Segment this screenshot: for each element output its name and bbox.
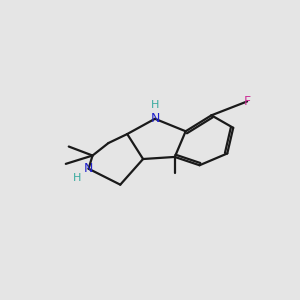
Text: N: N	[84, 162, 93, 175]
Text: H: H	[152, 100, 160, 110]
Text: N: N	[150, 112, 160, 125]
Text: F: F	[244, 95, 251, 108]
Text: H: H	[73, 172, 81, 183]
